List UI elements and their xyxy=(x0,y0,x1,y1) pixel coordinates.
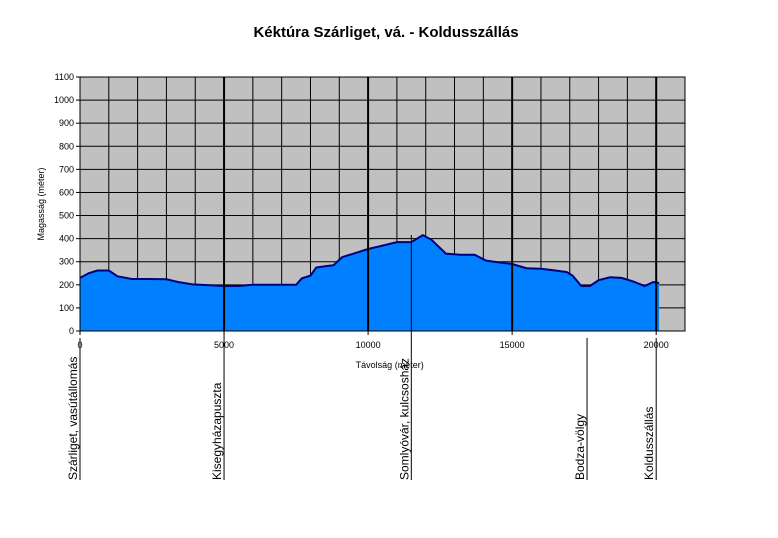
marker-label: Bodza-völgy xyxy=(573,414,587,480)
marker-label: Kisegyházapuszta xyxy=(210,382,224,480)
waypoint-markers: Szárliget, vasútállomás Kisegyházapuszta S… xyxy=(66,235,657,480)
y-tick-label: 500 xyxy=(59,211,74,221)
marker-label: Koldusszállás xyxy=(642,407,656,480)
y-axis-ticks: 0 100 200 300 400 500 600 700 800 900 1000 1100 xyxy=(54,72,80,336)
x-axis-label: Távolság (méter) xyxy=(356,360,424,370)
y-tick-label: 0 xyxy=(69,326,74,336)
y-tick-label: 100 xyxy=(59,303,74,313)
y-tick-label: 400 xyxy=(59,234,74,244)
chart-title: Kéktúra Szárliget, vá. - Koldusszállás xyxy=(253,24,518,41)
elevation-outline xyxy=(79,234,660,288)
x-tick-label: 15000 xyxy=(500,340,525,350)
marker-label: Somlyóvár, kulcsosház xyxy=(397,358,411,480)
x-tick-label: 10000 xyxy=(356,340,381,350)
y-tick-label: 300 xyxy=(59,257,74,267)
plot-border xyxy=(79,76,686,332)
y-tick-label: 600 xyxy=(59,187,74,197)
y-axis-label: Magasság (méter) xyxy=(36,167,46,240)
y-tick-label: 1100 xyxy=(55,72,74,82)
marker-label: Szárliget, vasútállomás xyxy=(66,357,80,480)
y-tick-label: 200 xyxy=(59,280,74,290)
y-tick-label: 900 xyxy=(59,118,74,128)
y-tick-label: 1000 xyxy=(54,95,74,105)
y-tick-label: 700 xyxy=(59,164,74,174)
y-tick-label: 800 xyxy=(59,141,74,151)
